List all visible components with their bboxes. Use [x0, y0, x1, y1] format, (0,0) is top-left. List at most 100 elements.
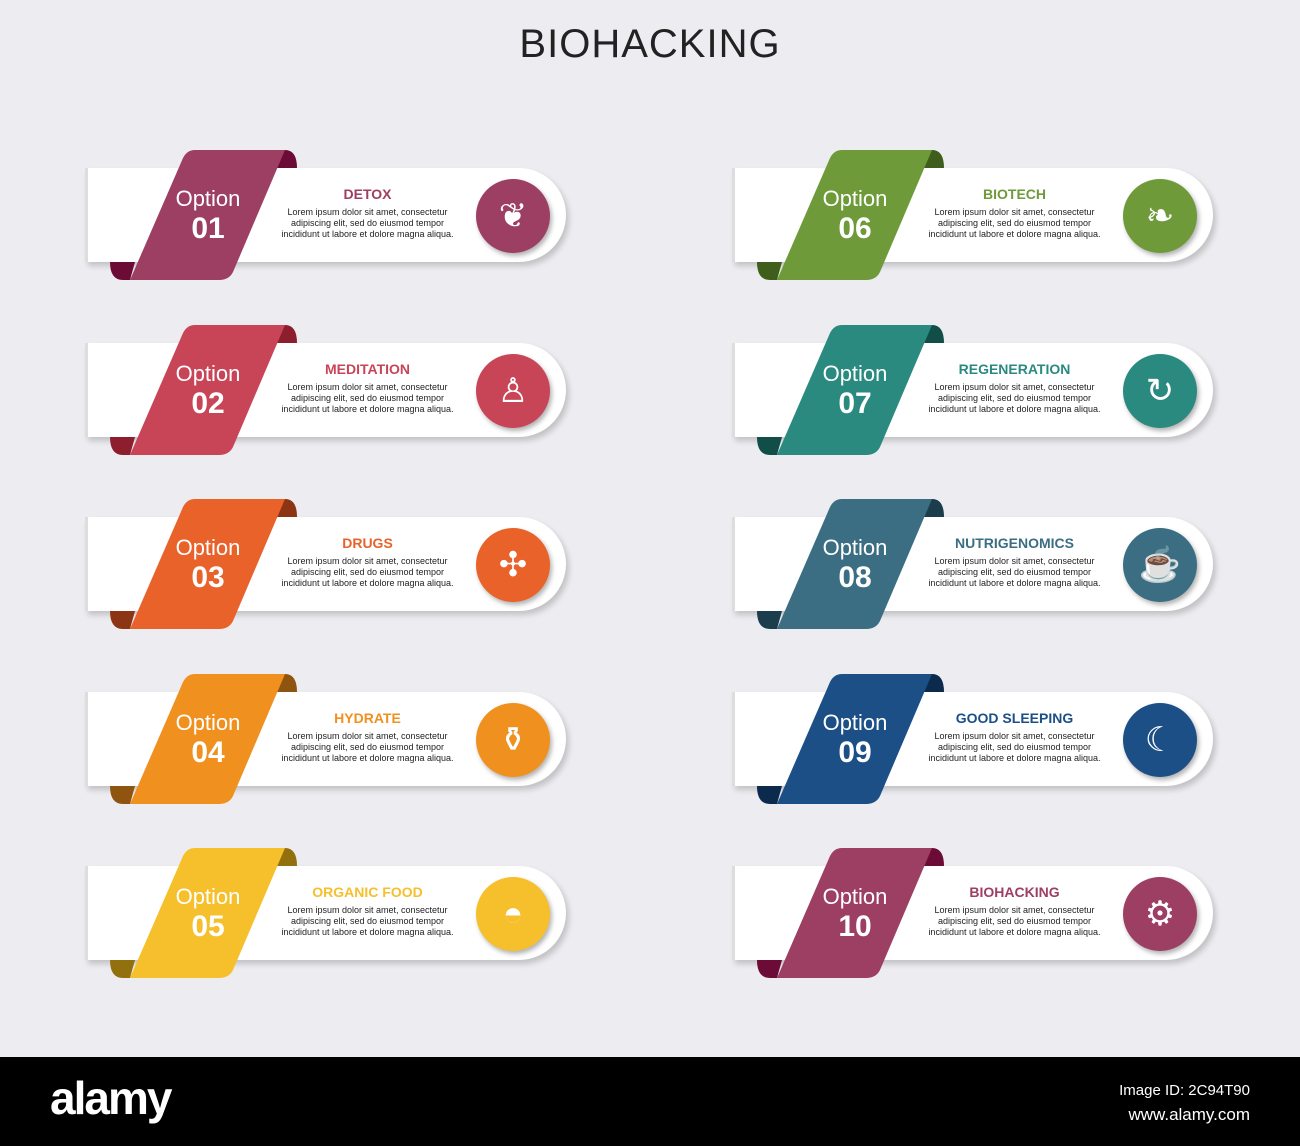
option-card-08: Option 08 NUTRIGENOMICS Lorem ipsum dolo… [732, 499, 1222, 634]
alamy-logo: alamy [50, 1072, 172, 1124]
option-ribbon [757, 848, 944, 978]
option-ribbon [757, 499, 944, 629]
desc-line: adipiscing elit, sed do eiusmod tempor [937, 218, 1092, 228]
ribbon-body [777, 150, 932, 280]
desc-line: Lorem ipsum dolor sit amet, consectetur [287, 905, 448, 915]
option-description: Lorem ipsum dolor sit amet, consectetur … [270, 731, 465, 764]
desc-line: incididunt ut labore et dolore magna ali… [281, 229, 454, 239]
desc-line: Lorem ipsum dolor sit amet, consectetur [287, 207, 448, 217]
desc-line: adipiscing elit, sed do eiusmod tempor [937, 916, 1092, 926]
ribbon-tail-bottom [110, 611, 135, 629]
option-title: NUTRIGENOMICS [955, 535, 1074, 551]
option-ribbon [757, 673, 944, 804]
site-url: www.alamy.com [1128, 1105, 1250, 1124]
option-ribbon [110, 150, 297, 280]
option-card-04: Option 04 HYDRATE Lorem ipsum dolor sit … [85, 673, 575, 809]
ribbon-tail-bottom [110, 262, 135, 280]
option-title: BIOTECH [983, 186, 1046, 202]
option-card-09: Option 09 GOOD SLEEPING Lorem ipsum dolo… [732, 673, 1222, 809]
ribbon-tail-bottom [757, 611, 782, 629]
option-title: MEDITATION [324, 360, 411, 377]
desc-line: incididunt ut labore et dolore magna ali… [281, 752, 454, 763]
option-number: 04 [191, 735, 225, 769]
desc-line: incididunt ut labore et dolore magna ali… [928, 927, 1101, 937]
option-description: Lorem ipsum dolor sit amet, consectetur … [270, 207, 465, 240]
ribbon-body [130, 499, 285, 629]
footer-bar: alamy Image ID: 2C94T90 www.alamy.com [0, 1057, 1300, 1146]
ribbon-tail-bottom [757, 960, 782, 978]
biotech-leaf-icon: ❧ [1123, 179, 1197, 253]
ribbon-body [130, 150, 285, 280]
desc-line: adipiscing elit, sed do eiusmod tempor [290, 916, 445, 926]
option-title: DRUGS [342, 535, 393, 551]
option-title: DETOX [343, 186, 392, 202]
option-label: Option [822, 360, 888, 386]
option-description: Lorem ipsum dolor sit amet, consectetur … [917, 207, 1112, 240]
option-card-01: Option 01 DETOX Lorem ipsum dolor sit am… [85, 150, 575, 285]
desc-line: Lorem ipsum dolor sit amet, consectetur [934, 381, 1095, 392]
option-number: 05 [191, 910, 225, 943]
option-number: 03 [191, 561, 225, 594]
option-title: BIOHACKING [969, 884, 1060, 900]
desc-line: Lorem ipsum dolor sit amet, consectetur [934, 730, 1095, 741]
option-card-06: Option 06 BIOTECH Lorem ipsum dolor sit … [732, 150, 1222, 285]
option-number: 08 [838, 561, 872, 594]
option-number: 07 [838, 386, 872, 420]
image-id: Image ID: 2C94T90 [1119, 1082, 1250, 1099]
option-label: Option [822, 186, 888, 211]
option-title: REGENERATION [958, 360, 1071, 377]
desc-line: adipiscing elit, sed do eiusmod tempor [290, 741, 445, 752]
option-ribbon [110, 324, 297, 455]
desc-line: adipiscing elit, sed do eiusmod tempor [290, 567, 445, 577]
option-ribbon [110, 673, 297, 804]
desc-line: incididunt ut labore et dolore magna ali… [281, 927, 454, 937]
option-number: 06 [838, 212, 872, 245]
option-number: 10 [838, 910, 872, 943]
ribbon-body [777, 324, 932, 455]
option-title: HYDRATE [334, 709, 401, 726]
desc-line: adipiscing elit, sed do eiusmod tempor [937, 567, 1092, 577]
option-ribbon [757, 324, 944, 455]
salad-bowl-icon: ◓ [476, 877, 550, 951]
option-ribbon [757, 150, 944, 280]
desc-line: incididunt ut labore et dolore magna ali… [928, 752, 1101, 763]
ribbon-tail-bottom [110, 436, 135, 455]
desc-line: Lorem ipsum dolor sit amet, consectetur [934, 207, 1095, 217]
head-gear-icon: ⚙ [1123, 877, 1197, 951]
desc-line: Lorem ipsum dolor sit amet, consectetur [934, 556, 1095, 566]
option-description: Lorem ipsum dolor sit amet, consectetur … [917, 905, 1112, 938]
option-number: 02 [191, 386, 225, 420]
desc-line: adipiscing elit, sed do eiusmod tempor [937, 392, 1092, 403]
option-card-07: Option 07 REGENERATION Lorem ipsum dolor… [732, 324, 1222, 460]
body-leaf-icon: ❦ [476, 179, 550, 253]
desc-line: incididunt ut labore et dolore magna ali… [928, 403, 1101, 414]
ribbon-tail-bottom [110, 960, 135, 978]
option-label: Option [822, 535, 888, 560]
option-card-02: Option 02 MEDITATION Lorem ipsum dolor s… [85, 324, 575, 460]
ribbon-body [130, 324, 285, 455]
water-bottle-icon: ⚱ [476, 702, 550, 777]
ribbon-body [130, 673, 285, 804]
desc-line: adipiscing elit, sed do eiusmod tempor [290, 392, 445, 403]
desc-line: Lorem ipsum dolor sit amet, consectetur [934, 905, 1095, 915]
option-description: Lorem ipsum dolor sit amet, consectetur … [917, 382, 1112, 415]
ribbon-body [130, 848, 285, 978]
desc-line: Lorem ipsum dolor sit amet, consectetur [287, 381, 448, 392]
ribbon-tail-bottom [757, 785, 782, 804]
ribbon-tail-bottom [757, 436, 782, 455]
desc-line: Lorem ipsum dolor sit amet, consectetur [287, 730, 448, 741]
ribbon-tail-bottom [757, 262, 782, 280]
page-title: BIOHACKING [519, 22, 781, 66]
option-number: 09 [838, 735, 872, 769]
option-label: Option [175, 360, 241, 386]
option-label: Option [822, 884, 888, 909]
ribbon-tail-bottom [110, 785, 135, 804]
option-card-05: Option 05 ORGANIC FOOD Lorem ipsum dolor… [85, 848, 575, 983]
option-card-03: Option 03 DRUGS Lorem ipsum dolor sit am… [85, 499, 575, 634]
regeneration-icon: ↻ [1123, 353, 1197, 428]
desc-line: incididunt ut labore et dolore magna ali… [928, 229, 1101, 239]
meditation-icon: ♙ [476, 353, 550, 428]
option-description: Lorem ipsum dolor sit amet, consectetur … [917, 731, 1112, 764]
desc-line: Lorem ipsum dolor sit amet, consectetur [287, 556, 448, 566]
desc-line: incididunt ut labore et dolore magna ali… [281, 578, 454, 588]
